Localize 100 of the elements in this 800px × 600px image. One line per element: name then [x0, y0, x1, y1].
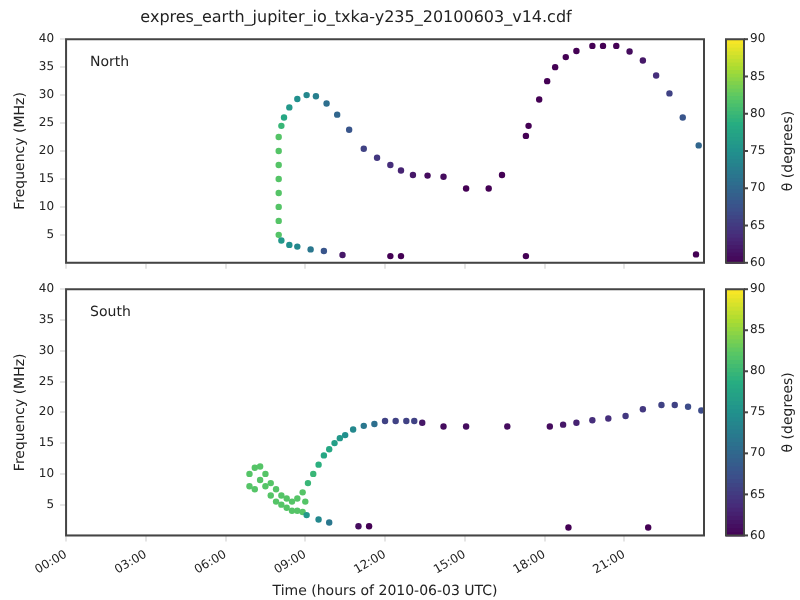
point	[462, 423, 470, 430]
point	[671, 401, 678, 409]
point	[275, 133, 282, 141]
point	[365, 523, 373, 530]
point	[622, 412, 629, 420]
point	[692, 251, 700, 258]
point	[267, 479, 274, 487]
point	[333, 111, 341, 118]
point	[339, 251, 346, 259]
point	[360, 145, 367, 152]
point	[312, 93, 320, 100]
point	[307, 246, 314, 253]
point	[275, 217, 282, 225]
point	[326, 446, 333, 453]
point	[411, 417, 418, 425]
point	[299, 489, 306, 496]
point	[286, 241, 293, 249]
point	[392, 417, 399, 425]
point	[275, 189, 282, 197]
point	[303, 91, 310, 99]
point	[573, 419, 580, 426]
point	[275, 147, 282, 155]
chart-title: expres_earth_jupiter_io_txka-y235_20100603_v14.cdf	[140, 7, 573, 26]
point	[294, 243, 301, 250]
point	[355, 523, 362, 530]
point	[684, 403, 692, 410]
point	[275, 203, 282, 211]
point	[409, 171, 417, 179]
point	[341, 431, 349, 439]
point	[419, 419, 426, 426]
point	[698, 407, 704, 414]
point	[336, 434, 344, 442]
point	[397, 252, 405, 260]
point	[262, 470, 269, 478]
point	[639, 57, 647, 64]
point	[286, 104, 293, 111]
point	[381, 417, 389, 425]
point	[256, 476, 264, 484]
point	[288, 498, 296, 505]
point	[589, 417, 596, 424]
point	[331, 439, 338, 447]
point	[294, 495, 301, 502]
point	[294, 95, 301, 103]
point	[644, 524, 652, 531]
point	[543, 77, 551, 85]
point	[679, 114, 686, 121]
point	[613, 42, 620, 50]
point	[251, 464, 258, 471]
point	[315, 461, 322, 468]
point	[440, 423, 447, 430]
point	[278, 122, 285, 130]
point	[522, 132, 530, 140]
point	[397, 167, 405, 174]
point	[605, 415, 612, 422]
point	[695, 142, 702, 149]
point	[326, 519, 333, 526]
point	[387, 161, 394, 169]
point	[652, 72, 660, 79]
point	[504, 423, 511, 430]
point	[262, 482, 269, 490]
point	[278, 492, 285, 499]
point	[462, 185, 470, 192]
point	[658, 401, 665, 409]
point	[639, 406, 647, 413]
point	[387, 252, 394, 260]
point	[251, 486, 258, 493]
point	[373, 154, 381, 161]
point	[525, 122, 532, 130]
point	[275, 231, 282, 239]
point	[371, 420, 378, 428]
point	[278, 237, 285, 244]
point	[599, 42, 607, 50]
point	[272, 486, 280, 493]
point	[275, 175, 282, 183]
point	[272, 498, 280, 505]
point	[283, 504, 290, 511]
point	[278, 501, 285, 508]
point	[360, 422, 367, 430]
point	[485, 185, 492, 192]
point	[562, 53, 569, 61]
point	[302, 498, 309, 505]
point	[345, 126, 353, 133]
point	[246, 482, 253, 490]
point	[666, 90, 673, 97]
point	[267, 492, 274, 499]
point	[256, 463, 264, 470]
point	[559, 421, 567, 428]
point	[440, 173, 447, 180]
point	[589, 42, 596, 50]
point	[522, 252, 530, 260]
point	[315, 516, 322, 523]
point	[349, 426, 357, 433]
point	[424, 172, 431, 179]
point	[573, 47, 580, 55]
point	[536, 96, 543, 103]
point	[320, 247, 328, 255]
point	[565, 524, 572, 531]
point	[403, 417, 410, 425]
point	[310, 470, 317, 478]
point	[294, 507, 301, 515]
